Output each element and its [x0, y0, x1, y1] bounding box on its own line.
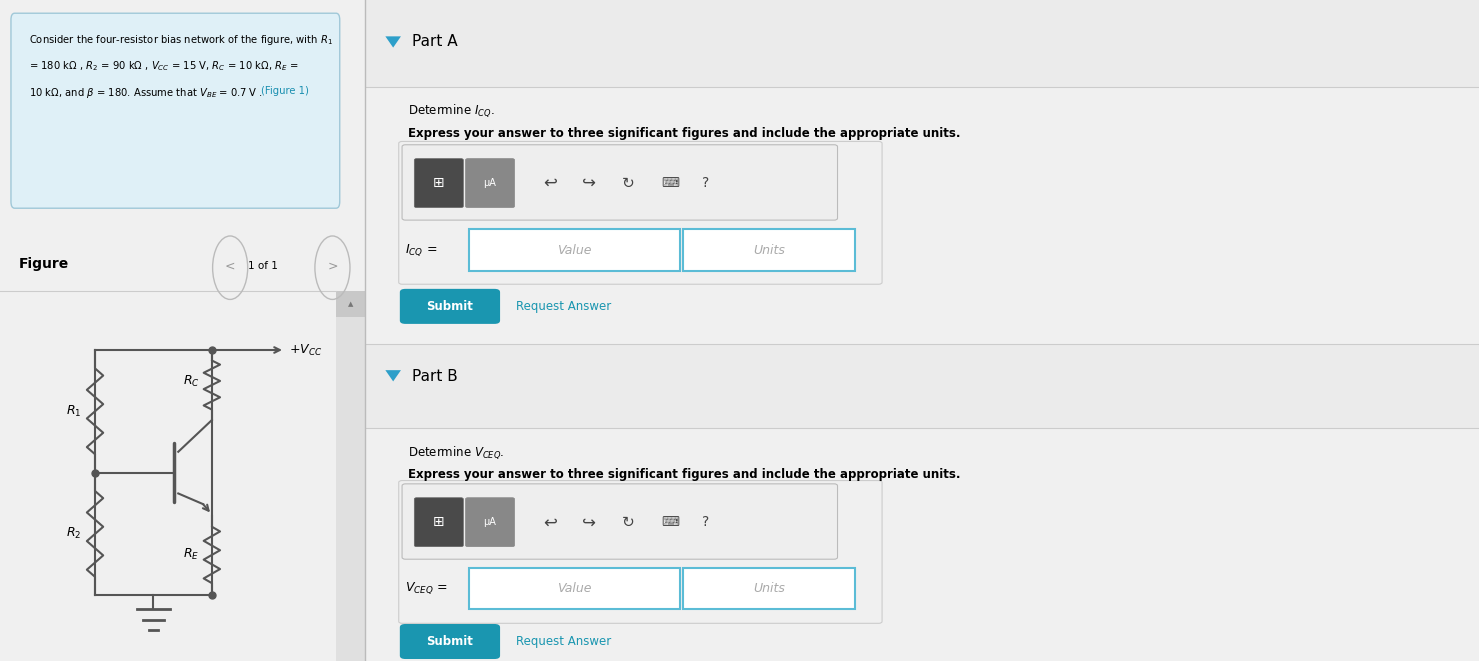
- Bar: [469, 229, 680, 271]
- Bar: [683, 568, 855, 609]
- Text: Units: Units: [753, 582, 785, 595]
- FancyBboxPatch shape: [399, 289, 500, 324]
- FancyBboxPatch shape: [466, 159, 515, 208]
- Text: ↩: ↩: [543, 174, 558, 192]
- Text: ?: ?: [703, 515, 710, 529]
- Text: $+V_{CC}$: $+V_{CC}$: [290, 342, 322, 358]
- Text: Submit: Submit: [426, 299, 473, 313]
- FancyBboxPatch shape: [414, 159, 463, 208]
- Text: Consider the four-resistor bias network of the figure, with $R_1$: Consider the four-resistor bias network …: [30, 33, 333, 47]
- FancyBboxPatch shape: [402, 145, 837, 220]
- Text: = 180 k$\Omega$ , $R_2$ = 90 k$\Omega$ , $V_{CC}$ = 15 V, $R_C$ = 10 k$\Omega$, : = 180 k$\Omega$ , $R_2$ = 90 k$\Omega$ ,…: [30, 59, 299, 73]
- Text: ⌨: ⌨: [661, 516, 679, 529]
- Text: ⌨: ⌨: [661, 176, 679, 190]
- Text: (Figure 1): (Figure 1): [262, 86, 309, 96]
- Text: ↪: ↪: [583, 513, 596, 531]
- Text: ↩: ↩: [543, 513, 558, 531]
- FancyBboxPatch shape: [399, 624, 500, 659]
- Text: >: >: [327, 260, 337, 273]
- Text: Request Answer: Request Answer: [516, 635, 611, 648]
- FancyBboxPatch shape: [402, 484, 837, 559]
- Polygon shape: [386, 36, 401, 48]
- Bar: [365, 344, 1479, 428]
- FancyBboxPatch shape: [10, 13, 340, 208]
- Text: ?: ?: [703, 176, 710, 190]
- Text: Value: Value: [558, 244, 592, 256]
- Text: <: <: [225, 260, 235, 273]
- Bar: [336, 291, 365, 317]
- Bar: [336, 291, 365, 661]
- Text: Determine $V_{CEQ}$.: Determine $V_{CEQ}$.: [408, 444, 504, 461]
- Text: ⊞: ⊞: [433, 515, 445, 529]
- Text: 10 k$\Omega$, and $\beta$ = 180. Assume that $V_{BE}$ = 0.7 V .: 10 k$\Omega$, and $\beta$ = 180. Assume …: [30, 86, 263, 100]
- Text: Part A: Part A: [413, 34, 457, 49]
- Text: $R_1$: $R_1$: [65, 404, 81, 419]
- Text: Value: Value: [558, 582, 592, 595]
- Text: $R_C$: $R_C$: [183, 374, 200, 389]
- Bar: [683, 229, 855, 271]
- Text: $R_2$: $R_2$: [65, 526, 81, 541]
- Text: $R_E$: $R_E$: [183, 547, 198, 563]
- Text: Units: Units: [753, 244, 785, 256]
- Text: μA: μA: [484, 517, 497, 527]
- Text: Express your answer to three significant figures and include the appropriate uni: Express your answer to three significant…: [408, 127, 960, 140]
- Text: μA: μA: [484, 178, 497, 188]
- Text: Submit: Submit: [426, 635, 473, 648]
- Text: ↻: ↻: [621, 176, 634, 190]
- FancyBboxPatch shape: [414, 498, 463, 547]
- Bar: [365, 0, 1479, 87]
- Text: 1 of 1: 1 of 1: [248, 261, 278, 272]
- Text: $I_{CQ}$ =: $I_{CQ}$ =: [405, 243, 438, 258]
- Text: Express your answer to three significant figures and include the appropriate uni: Express your answer to three significant…: [408, 468, 960, 481]
- Text: ↻: ↻: [621, 515, 634, 529]
- Text: ⊞: ⊞: [433, 176, 445, 190]
- Text: Request Answer: Request Answer: [516, 299, 611, 313]
- Text: ↪: ↪: [583, 174, 596, 192]
- Bar: [469, 568, 680, 609]
- FancyBboxPatch shape: [466, 498, 515, 547]
- Text: Part B: Part B: [413, 369, 458, 383]
- Polygon shape: [386, 370, 401, 381]
- Text: ▲: ▲: [348, 301, 353, 307]
- Text: Figure: Figure: [18, 257, 68, 272]
- Text: Determine $I_{CQ}$.: Determine $I_{CQ}$.: [408, 102, 494, 119]
- Text: $V_{CEQ}$ =: $V_{CEQ}$ =: [405, 581, 448, 596]
